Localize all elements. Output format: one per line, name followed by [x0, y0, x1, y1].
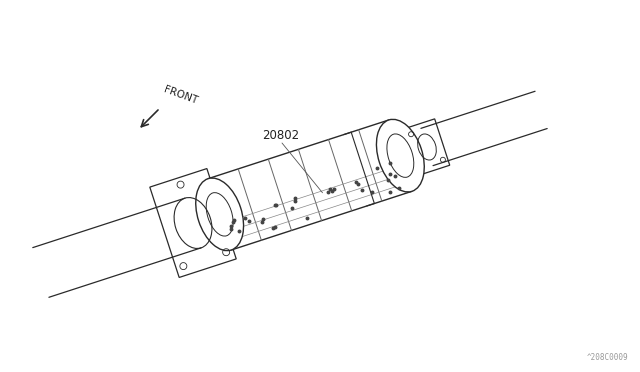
Ellipse shape [376, 119, 424, 192]
Text: FRONT: FRONT [162, 84, 198, 106]
Ellipse shape [196, 178, 244, 251]
Text: 20802: 20802 [262, 129, 299, 142]
Text: ^208C0009: ^208C0009 [586, 353, 628, 362]
